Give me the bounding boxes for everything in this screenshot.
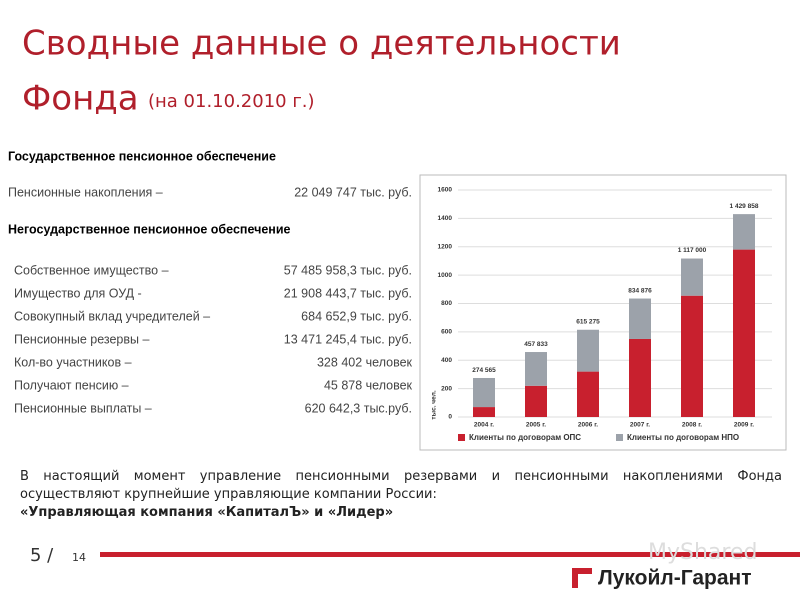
x-tick-label: 2006 г. xyxy=(578,422,598,429)
total-label: 274 565 xyxy=(472,367,496,374)
item-label: Совокупный вклад учредителей – xyxy=(14,309,210,323)
y-tick-label: 1400 xyxy=(438,215,453,222)
y-tick-label: 200 xyxy=(441,385,452,392)
bar-segment xyxy=(629,298,651,339)
y-tick-label: 1600 xyxy=(438,187,453,194)
subtitle: (на 01.10.2010 г.) xyxy=(148,91,315,112)
x-tick-label: 2009 г. xyxy=(734,422,754,429)
item-label: Пенсионные накопления – xyxy=(8,185,163,199)
logo-icon xyxy=(578,574,592,588)
logo: Лукойл-Гарант xyxy=(598,567,752,590)
item-label: Собственное имущество – xyxy=(14,263,169,277)
total-label: 834 876 xyxy=(628,287,652,294)
total-label: 1 429 858 xyxy=(730,203,759,210)
paragraph: В настоящий момент управление пенсионным… xyxy=(20,469,782,502)
legend-label: Клиенты по договорам НПО xyxy=(627,433,739,442)
y-tick-label: 400 xyxy=(441,357,452,364)
page-number: 5 / xyxy=(30,545,54,566)
bar-segment xyxy=(525,352,547,386)
y-axis-label: тыс. чел. xyxy=(431,390,438,419)
title: Сводные данные о деятельности xyxy=(22,24,621,64)
item-value: 21 908 443,7 тыс. руб. xyxy=(284,286,412,300)
paragraph-box: В настоящий момент управление пенсионным… xyxy=(20,469,782,520)
legend-swatch xyxy=(616,434,623,441)
y-tick-label: 1000 xyxy=(438,272,453,279)
x-tick-label: 2004 г. xyxy=(474,422,494,429)
item-label: Пенсионные резервы – xyxy=(14,332,149,346)
item-value: 22 049 747 тыс. руб. xyxy=(294,185,412,199)
bar-segment xyxy=(473,407,495,417)
item-label: Получают пенсию – xyxy=(14,378,129,392)
footer-line xyxy=(100,552,800,557)
heading: Негосударственное пенсионное обеспечение xyxy=(8,222,291,236)
x-tick-label: 2008 г. xyxy=(682,422,702,429)
item-label: Кол-во участников – xyxy=(14,355,132,369)
item-value: 620 642,3 тыс.руб. xyxy=(305,401,412,415)
legend-label: Клиенты по договорам ОПС xyxy=(469,433,581,442)
item-value: 328 402 человек xyxy=(317,355,413,369)
total-label: 1 117 000 xyxy=(678,247,707,254)
bar-segment xyxy=(681,258,703,296)
bar-segment xyxy=(525,385,547,417)
bar-segment xyxy=(733,214,755,250)
paragraph-bold: «Управляющая компания «КапиталЪ» и «Лиде… xyxy=(20,505,394,520)
bar-segment xyxy=(577,371,599,417)
x-tick-label: 2007 г. xyxy=(630,422,650,429)
x-tick-label: 2005 г. xyxy=(526,422,546,429)
bar-segment xyxy=(629,338,651,417)
item-label: Пенсионные выплаты – xyxy=(14,401,152,415)
heading: Государственное пенсионное обеспечение xyxy=(8,149,276,163)
bar-segment xyxy=(577,329,599,372)
y-tick-label: 1200 xyxy=(438,243,453,250)
legend-swatch xyxy=(458,434,465,441)
item-value: 684 652,9 тыс. руб. xyxy=(301,309,412,323)
total-label: 457 833 xyxy=(524,341,548,348)
bar-segment xyxy=(681,295,703,417)
y-tick-label: 800 xyxy=(441,300,452,307)
watermark: MyShared xyxy=(648,540,757,565)
y-tick-label: 600 xyxy=(441,329,452,336)
item-label: Имущество для ОУД - xyxy=(14,286,142,300)
item-value: 57 485 958,3 тыс. руб. xyxy=(284,263,412,277)
bar-segment xyxy=(473,377,495,408)
total-label: 615 275 xyxy=(576,318,600,325)
y-tick-label: 0 xyxy=(448,414,452,421)
item-value: 45 878 человек xyxy=(324,378,413,392)
bar-segment xyxy=(733,249,755,417)
title: Фонда xyxy=(22,79,139,119)
item-value: 13 471 245,4 тыс. руб. xyxy=(284,332,412,346)
page-total: 14 xyxy=(72,551,86,564)
